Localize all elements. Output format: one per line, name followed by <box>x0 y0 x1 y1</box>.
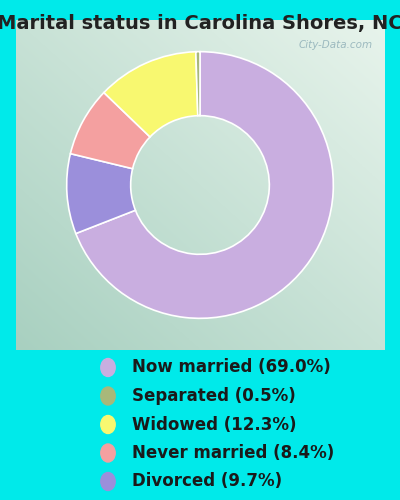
Wedge shape <box>196 52 200 116</box>
Text: City-Data.com: City-Data.com <box>299 40 373 50</box>
Text: Never married (8.4%): Never married (8.4%) <box>132 444 334 462</box>
Text: Widowed (12.3%): Widowed (12.3%) <box>132 416 296 434</box>
Wedge shape <box>104 52 198 137</box>
Wedge shape <box>67 154 136 234</box>
Text: Marital status in Carolina Shores, NC: Marital status in Carolina Shores, NC <box>0 14 400 33</box>
Wedge shape <box>70 92 150 168</box>
Wedge shape <box>76 52 333 318</box>
Text: Separated (0.5%): Separated (0.5%) <box>132 387 296 405</box>
Text: Now married (69.0%): Now married (69.0%) <box>132 358 331 376</box>
Text: Divorced (9.7%): Divorced (9.7%) <box>132 472 282 490</box>
